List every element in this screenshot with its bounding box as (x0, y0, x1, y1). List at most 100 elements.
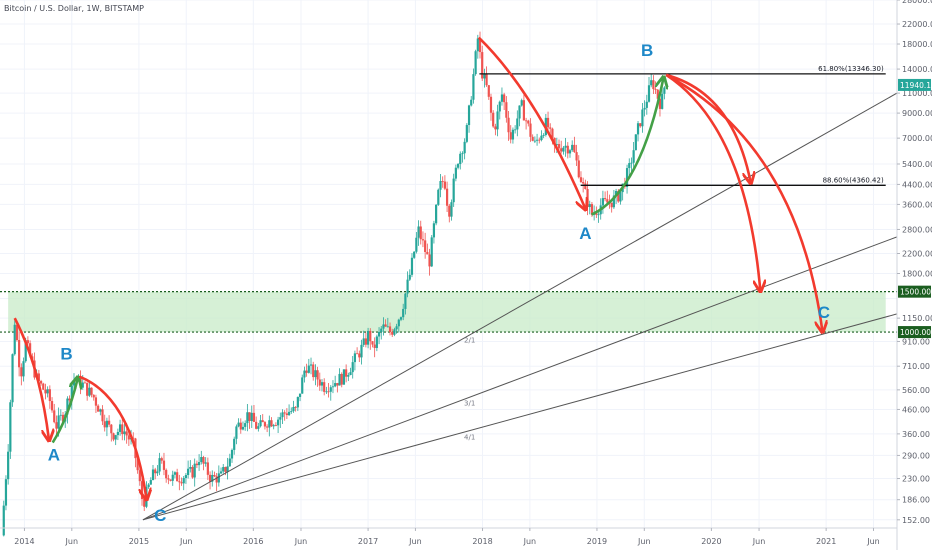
candle-body (268, 420, 271, 428)
candle-body (408, 274, 411, 280)
candle-body (509, 132, 512, 140)
candle-body (92, 394, 95, 398)
price-badge (898, 285, 931, 298)
candle-body (180, 482, 183, 484)
price-tick-label: 560.00 (902, 386, 930, 395)
candle-body (2, 505, 5, 536)
candle-body (395, 326, 398, 330)
candle-body (538, 139, 541, 141)
wave-arrow (477, 36, 586, 209)
candle-body (494, 126, 497, 130)
time-tick-label: 2019 (587, 537, 607, 546)
candle-body (138, 470, 141, 482)
candle-body (575, 152, 578, 161)
price-axis[interactable]: 28000.00 22000.00 18000.00 14000.00 11000.00… (896, 0, 932, 550)
price-tick-label: 4400.00 (902, 180, 932, 189)
candle-body (439, 181, 442, 190)
time-tick-label: Jun (752, 537, 766, 546)
candle-body (50, 401, 54, 411)
candle-body (255, 421, 258, 429)
candle-body (195, 463, 198, 466)
candle-body (213, 474, 216, 477)
candle-body (415, 237, 418, 252)
candle-body (397, 319, 400, 327)
price-tick-label: 5400.00 (902, 160, 932, 169)
candle-body (571, 144, 574, 151)
candle-body (369, 330, 372, 342)
candle-body (546, 117, 550, 128)
candle-body (94, 397, 98, 406)
candle-body (472, 74, 475, 100)
wave-label-a: A (48, 446, 60, 465)
candle-body (399, 317, 403, 320)
candle-body (454, 167, 457, 179)
candle-body (42, 383, 45, 390)
candle-body (467, 105, 471, 126)
candle-body (211, 474, 214, 482)
candle-body (173, 472, 177, 475)
candle-body (419, 226, 422, 240)
candle-body (498, 101, 501, 112)
candle-body (459, 153, 462, 165)
candle-body (632, 150, 635, 163)
candle-body (285, 413, 288, 416)
candle-body (11, 354, 14, 403)
candle-body (560, 148, 563, 152)
candle-body (351, 362, 354, 373)
candle-body (533, 140, 536, 142)
candle-body (116, 431, 119, 436)
price-tick-label: 1800.00 (902, 269, 932, 278)
time-tick-label: 2020 (701, 537, 721, 546)
candle-body (347, 375, 350, 377)
candle-body (165, 469, 168, 479)
candle-body (437, 189, 440, 205)
candle-body (566, 145, 569, 154)
candle-body (90, 387, 93, 395)
time-axis[interactable]: 2014 Jun 2015 Jun 2016 Jun 2017 Jun 2018 Jun 2019 J… (0, 527, 897, 546)
candle-body (377, 331, 381, 337)
candle-body (553, 137, 556, 145)
candle-body (661, 93, 664, 109)
candle-body (452, 178, 455, 203)
candle-body (151, 469, 155, 481)
candle-body (208, 474, 212, 482)
candle-body (316, 370, 319, 380)
candle-body (125, 431, 128, 436)
candle-body (375, 336, 378, 348)
price-tick-label: 360.00 (902, 430, 930, 439)
time-tick-label: 2021 (816, 537, 836, 546)
price-tick-label: 2800.00 (902, 225, 932, 234)
candle-body (28, 343, 32, 357)
candle-body (86, 382, 89, 396)
candle-body (143, 499, 146, 507)
candle-body (619, 192, 622, 202)
support-zone-rect (8, 291, 886, 333)
candle-body (595, 213, 598, 215)
candle-body (456, 164, 460, 168)
candle-body (625, 168, 629, 187)
candle-body (549, 127, 552, 129)
candle-body (362, 338, 365, 345)
candle-body (283, 412, 286, 414)
candle-body (336, 383, 339, 386)
price-badge (898, 78, 931, 91)
candle-body (445, 188, 449, 206)
candle-body (617, 190, 620, 202)
price-tick-label: 22000.00 (902, 20, 932, 29)
price-tick-label: 18000.00 (902, 40, 932, 49)
candle-body (503, 94, 506, 103)
candle-body (88, 387, 91, 396)
candle-body (7, 451, 10, 480)
candle-body (393, 329, 396, 335)
fan-line (142, 92, 898, 521)
candle-body (349, 372, 352, 376)
candle-body (430, 237, 433, 267)
candle-body (435, 204, 438, 224)
wave-label-c: C (154, 506, 166, 525)
candle-body (257, 426, 260, 429)
candle-body (46, 389, 49, 394)
candle-body (296, 397, 299, 408)
candle-body (22, 361, 25, 377)
